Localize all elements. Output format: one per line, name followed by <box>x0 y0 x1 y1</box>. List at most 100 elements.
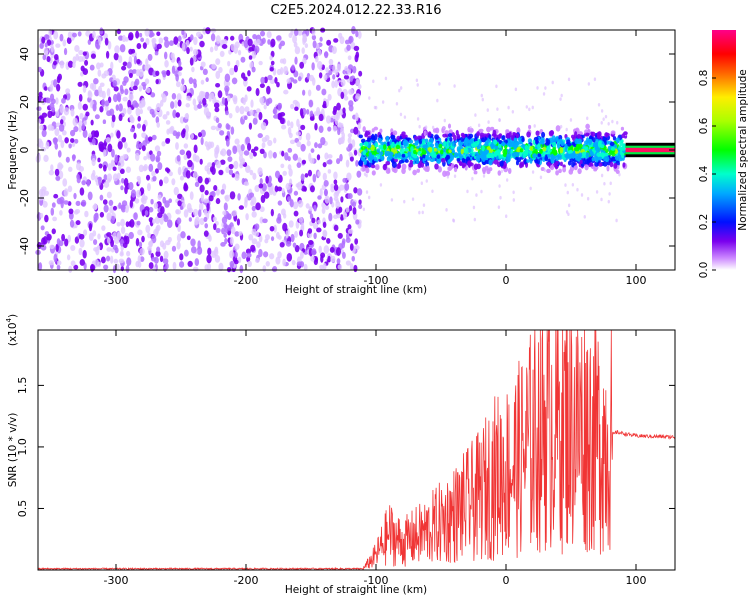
heat-cell <box>258 234 263 243</box>
heat-cell <box>78 93 83 102</box>
heat-cell <box>183 209 189 218</box>
heat-cell <box>352 206 357 215</box>
heat-cell <box>379 151 384 156</box>
heat-cell <box>183 182 188 191</box>
heat-cell <box>254 113 258 119</box>
heat-cell <box>593 77 597 81</box>
heat-cell <box>103 264 109 270</box>
heat-cell <box>192 78 197 85</box>
heat-cell <box>326 39 332 46</box>
heat-cell <box>81 55 86 62</box>
heat-cell <box>179 116 185 124</box>
heat-cell <box>265 261 270 267</box>
heat-cell <box>296 141 302 148</box>
heat-cell <box>555 160 559 166</box>
heat-cell <box>326 237 331 244</box>
heat-cell <box>93 78 99 85</box>
heat-cell <box>97 69 102 77</box>
heat-cell <box>412 169 417 176</box>
heat-cell <box>54 127 60 137</box>
heat-cell <box>281 187 285 194</box>
heat-cell <box>161 70 167 75</box>
heat-cell <box>325 67 329 73</box>
heat-cell <box>448 149 452 153</box>
heat-cell <box>106 110 112 117</box>
heat-cell <box>192 266 199 272</box>
heat-cell <box>255 108 261 114</box>
heat-cell <box>365 130 371 136</box>
heat-cell <box>562 166 567 173</box>
heat-cell <box>497 134 502 139</box>
heat-cell <box>39 124 44 131</box>
heat-cell <box>259 148 265 155</box>
heat-cell <box>259 178 263 185</box>
heat-cell <box>602 160 608 167</box>
heat-cell <box>250 244 256 252</box>
heat-cell <box>573 165 578 170</box>
heat-cell <box>541 131 546 138</box>
heat-cell <box>329 196 333 205</box>
heat-cell <box>311 62 315 71</box>
heat-cell <box>200 137 204 146</box>
heat-cell <box>118 55 123 64</box>
heat-cell <box>347 133 353 138</box>
heat-cell <box>137 178 142 185</box>
heat-cell <box>281 208 286 216</box>
heat-cell <box>318 245 322 254</box>
heat-cell <box>73 210 79 215</box>
heat-cell <box>268 150 273 159</box>
heat-cell <box>70 138 75 143</box>
heat-cell <box>461 134 466 139</box>
heat-cell <box>304 173 309 178</box>
heat-cell <box>72 32 77 38</box>
heat-cell <box>122 61 128 67</box>
colorbar-tick-label: 0.2 <box>698 214 710 231</box>
heat-cell <box>98 176 102 186</box>
heat-cell <box>132 85 138 91</box>
heat-cell <box>237 193 241 201</box>
heat-cell <box>261 142 266 149</box>
heat-cell <box>564 183 567 187</box>
heat-cell <box>112 244 118 251</box>
heat-cell <box>243 39 249 49</box>
heat-cell <box>211 250 217 259</box>
heat-cell <box>218 169 224 176</box>
heat-cell <box>260 121 267 131</box>
heat-cell <box>175 142 179 150</box>
heat-cell <box>328 212 333 222</box>
heat-cell <box>401 131 406 136</box>
heat-cell <box>58 123 65 132</box>
heat-cell <box>368 152 372 157</box>
heat-cell <box>275 256 281 265</box>
heat-cell <box>141 235 145 243</box>
heat-cell <box>121 177 125 184</box>
heat-cell <box>528 124 532 130</box>
heat-cell <box>119 168 125 175</box>
heat-cell <box>70 244 76 252</box>
heat-cell <box>94 89 100 97</box>
heat-cell <box>84 210 89 218</box>
heat-cell <box>119 251 124 257</box>
heat-cell <box>304 43 309 49</box>
heat-cell <box>434 134 439 140</box>
heat-cell <box>319 36 323 42</box>
heat-cell <box>308 240 314 245</box>
heat-cell <box>138 103 142 108</box>
heat-cell <box>263 151 267 159</box>
snr-y-label: SNR (10 * v/v) <box>7 413 19 488</box>
heat-cell <box>583 215 586 219</box>
heat-cell <box>287 164 292 171</box>
heat-cell <box>345 232 350 240</box>
heat-cell <box>355 93 361 100</box>
heat-cell <box>254 223 260 230</box>
heat-cell <box>390 128 394 134</box>
heat-cell <box>123 141 128 149</box>
heat-cell <box>275 35 282 41</box>
heat-cell <box>259 30 266 37</box>
heat-cell <box>171 178 176 186</box>
heat-cell <box>447 159 451 165</box>
heat-cell <box>460 148 464 155</box>
heat-cell <box>193 135 198 140</box>
heat-cell <box>349 263 354 271</box>
heat-cell <box>404 147 409 152</box>
